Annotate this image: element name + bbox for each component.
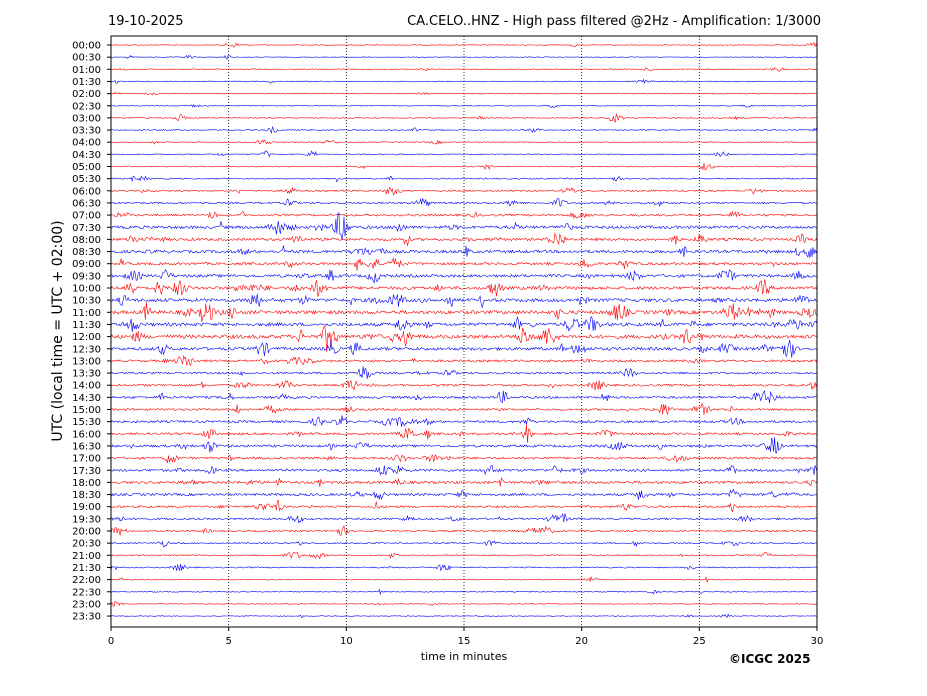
y-tick-label: 18:30 xyxy=(72,490,101,501)
trace-row xyxy=(110,464,818,476)
y-tick-label: 02:30 xyxy=(72,101,101,112)
y-tick-label: 18:00 xyxy=(72,478,101,489)
x-axis-label: time in minutes xyxy=(421,650,508,663)
trace-row xyxy=(110,499,818,513)
y-tick-label: 01:30 xyxy=(72,77,101,88)
y-tick-label: 19:00 xyxy=(72,502,101,513)
y-tick-label: 05:30 xyxy=(72,174,101,185)
trace-row xyxy=(110,424,818,444)
y-tick-label: 06:00 xyxy=(72,186,101,197)
y-tick-label: 04:00 xyxy=(72,138,101,149)
y-tick-label: 12:30 xyxy=(72,344,101,355)
plot-frame xyxy=(110,35,818,628)
y-tick-label: 09:00 xyxy=(72,259,101,270)
y-tick-label: 04:30 xyxy=(72,150,101,161)
y-tick-label: 05:00 xyxy=(72,162,101,173)
trace-row xyxy=(110,103,818,109)
trace-row xyxy=(110,437,818,454)
y-tick-label: 02:00 xyxy=(72,89,101,100)
y-tick-label: 23:00 xyxy=(72,599,101,610)
copyright-label: ©ICGC 2025 xyxy=(729,652,811,666)
y-tick-label: 06:30 xyxy=(72,198,101,209)
y-tick-label: 16:30 xyxy=(72,441,101,452)
y-tick-label: 21:30 xyxy=(72,563,101,574)
trace-row xyxy=(110,415,818,427)
y-tick-label: 08:00 xyxy=(72,235,101,246)
y-tick-label: 15:30 xyxy=(72,417,101,428)
trace-row xyxy=(110,197,818,207)
y-tick-label: 03:00 xyxy=(72,113,101,124)
time-gridlines xyxy=(228,36,700,627)
x-tick-label: 0 xyxy=(108,636,114,647)
y-tick-label: 19:30 xyxy=(72,514,101,525)
trace-row xyxy=(110,477,818,487)
trace-row xyxy=(110,390,818,404)
y-tick-label: 17:00 xyxy=(72,454,101,465)
y-tick-label: 00:00 xyxy=(72,41,101,52)
y-tick-label: 14:30 xyxy=(72,393,101,404)
x-tick-label: 15 xyxy=(458,636,471,647)
y-tick-label: 13:30 xyxy=(72,369,101,380)
y-tick-label: 07:00 xyxy=(72,211,101,222)
chart-title: CA.CELO..HNZ - High pass filtered @2Hz -… xyxy=(407,14,821,29)
y-tick-label: 12:00 xyxy=(72,332,101,343)
x-tick-label: 5 xyxy=(225,636,231,647)
y-tick-label: 16:00 xyxy=(72,429,101,440)
y-tick-label: 09:30 xyxy=(72,271,101,282)
x-tick-label: 25 xyxy=(693,636,706,647)
x-tick-label: 10 xyxy=(340,636,353,647)
x-tick-label: 20 xyxy=(575,636,588,647)
y-tick-label: 01:00 xyxy=(72,65,101,76)
y-tick-label: 08:30 xyxy=(72,247,101,258)
y-tick-label: 23:30 xyxy=(72,612,101,623)
y-tick-label: 11:30 xyxy=(72,320,101,331)
y-tick-label: 20:30 xyxy=(72,539,101,550)
y-tick-label: 07:30 xyxy=(72,223,101,234)
trace-row xyxy=(110,366,818,379)
x-axis-ticks: 0 5 10 15 20 25 30 xyxy=(108,627,824,647)
y-tick-label: 10:30 xyxy=(72,296,101,307)
y-tick-label: 20:00 xyxy=(72,527,101,538)
y-tick-label: 22:30 xyxy=(72,587,101,598)
y-axis-label: UTC (local time = UTC + 02:00) xyxy=(50,220,66,441)
trace-row xyxy=(110,186,818,196)
y-tick-label: 00:30 xyxy=(72,53,101,64)
x-tick-label: 30 xyxy=(811,636,824,647)
y-tick-label: 22:00 xyxy=(72,575,101,586)
y-tick-label: 10:00 xyxy=(72,284,101,295)
y-tick-label: 03:30 xyxy=(72,126,101,137)
trace-row xyxy=(110,175,818,183)
trace-row xyxy=(110,139,818,145)
y-tick-label: 11:00 xyxy=(72,308,101,319)
trace-row xyxy=(110,211,818,220)
y-tick-label: 14:00 xyxy=(72,381,101,392)
y-tick-label: 17:30 xyxy=(72,466,101,477)
date-label: 19-10-2025 xyxy=(108,14,184,29)
y-tick-label: 15:00 xyxy=(72,405,101,416)
y-tick-label: 21:00 xyxy=(72,551,101,562)
y-tick-label: 13:00 xyxy=(72,356,101,367)
trace-row xyxy=(110,513,818,524)
